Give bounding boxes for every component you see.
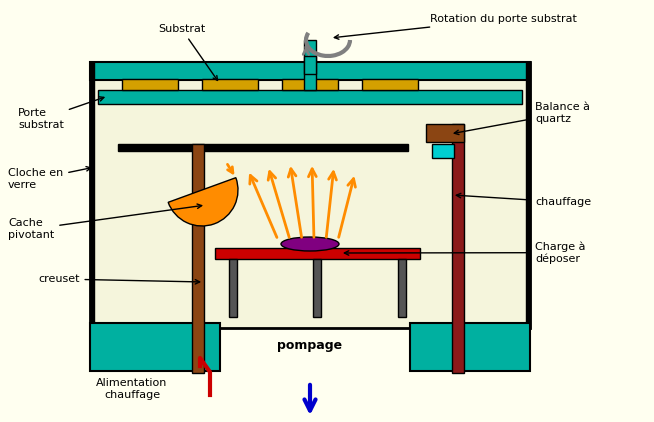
Bar bbox=[192, 144, 204, 373]
Text: pompage: pompage bbox=[277, 340, 343, 352]
Bar bbox=[362, 79, 418, 90]
Bar bbox=[122, 79, 178, 90]
Text: Balance à
quartz: Balance à quartz bbox=[455, 103, 590, 135]
Wedge shape bbox=[168, 178, 238, 226]
Bar bbox=[90, 62, 94, 328]
Text: creuset: creuset bbox=[38, 274, 199, 284]
Text: Cache
pivotant: Cache pivotant bbox=[8, 204, 201, 240]
Bar bbox=[410, 323, 530, 371]
Bar bbox=[313, 259, 321, 317]
Text: Substrat: Substrat bbox=[158, 24, 218, 81]
Bar bbox=[90, 62, 530, 80]
Bar bbox=[432, 144, 454, 158]
Bar bbox=[215, 248, 420, 259]
Text: Rotation du porte substrat: Rotation du porte substrat bbox=[334, 14, 577, 39]
Bar bbox=[229, 259, 237, 317]
Bar bbox=[90, 62, 530, 328]
Bar bbox=[202, 79, 258, 90]
Text: chauffage: chauffage bbox=[456, 193, 591, 207]
Bar bbox=[526, 62, 530, 328]
Bar bbox=[118, 144, 408, 151]
Text: Alimentation
chauffage: Alimentation chauffage bbox=[96, 378, 167, 400]
Bar bbox=[98, 90, 522, 104]
Bar bbox=[304, 56, 316, 74]
Bar bbox=[426, 124, 464, 142]
Bar bbox=[452, 124, 464, 373]
Text: Porte
substrat: Porte substrat bbox=[18, 97, 104, 130]
Ellipse shape bbox=[281, 237, 339, 251]
Bar bbox=[282, 79, 338, 90]
Bar bbox=[304, 40, 316, 90]
Text: Charge à
déposer: Charge à déposer bbox=[344, 241, 585, 264]
Bar bbox=[398, 259, 406, 317]
Bar bbox=[90, 323, 220, 371]
Text: Cloche en
verre: Cloche en verre bbox=[8, 167, 91, 190]
